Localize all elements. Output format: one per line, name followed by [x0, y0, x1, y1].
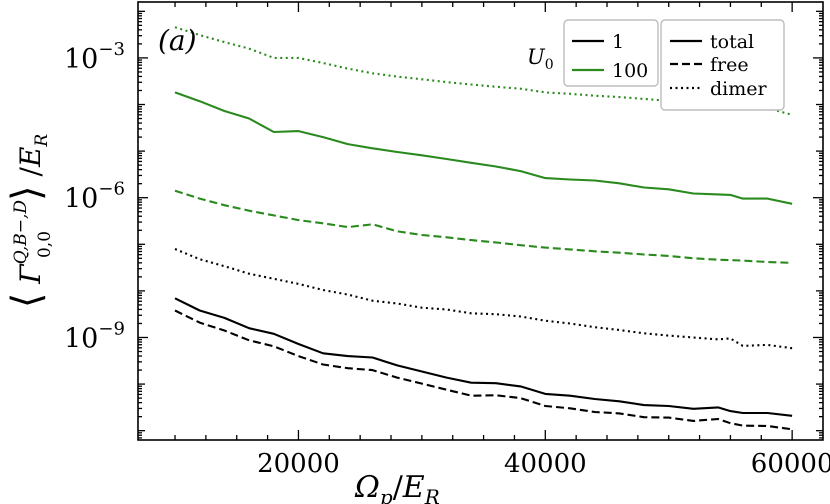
panel-label: (a) — [158, 24, 197, 57]
series-line-4 — [174, 297, 793, 417]
series-layer — [174, 26, 793, 431]
svg-text:⟨ ΓQ,B−,D0,0⟩ /ER: ⟨ ΓQ,B−,D 0,0⟩ /ER — [4, 134, 55, 309]
x-tick-label: 60000 — [751, 449, 830, 479]
y-tick-label: 10−6 — [64, 179, 125, 215]
legend-u0-label-1: 1 — [612, 31, 624, 53]
y-axis-label: ⟨ ΓQ,B−,D 0,0⟩ /ER — [4, 134, 55, 309]
axis-ticks: 20000 40000 60000 10−9 10−6 10−3 — [64, 2, 830, 479]
x-axis-label: Ωp/ER — [354, 470, 440, 504]
series-line-5 — [174, 309, 793, 431]
plot-frame — [137, 1, 824, 441]
legend-label-dimer: dimer — [710, 78, 768, 100]
y-tick-label: 10−9 — [64, 318, 125, 354]
series-line-0 — [174, 26, 793, 116]
x-tick-label: 40000 — [504, 449, 587, 479]
legend-style-frame — [660, 19, 785, 111]
series-line-1 — [174, 91, 793, 205]
series-line-3 — [174, 248, 793, 350]
legend-label-total: total — [710, 31, 754, 53]
legend-u0-title: U0 — [527, 45, 554, 73]
legend-u0-label-100: 100 — [612, 60, 648, 82]
y-tick-label: 10−3 — [64, 39, 125, 75]
legend-style: total free dimer — [660, 19, 785, 111]
x-tick-label: 20000 — [257, 449, 340, 479]
legend-u0: U0 1 100 — [527, 19, 659, 87]
legend-label-free: free — [710, 54, 749, 76]
series-line-2 — [174, 189, 793, 264]
